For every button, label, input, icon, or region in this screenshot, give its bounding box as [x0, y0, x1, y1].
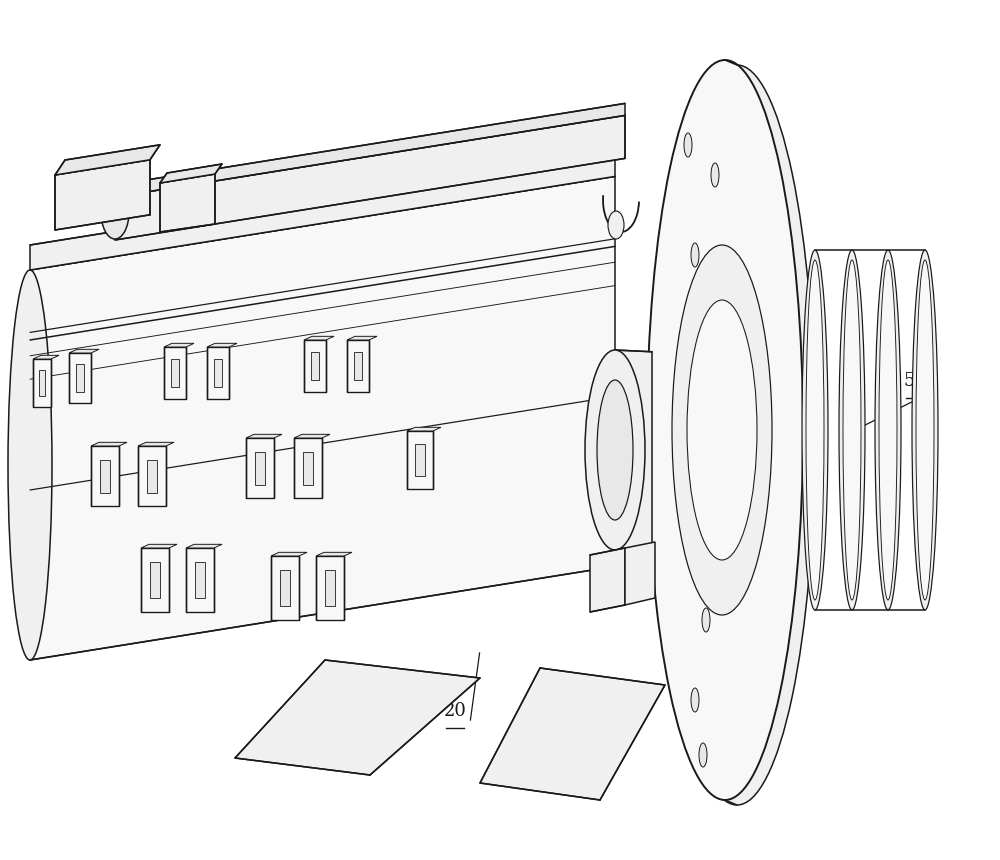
Ellipse shape — [702, 608, 710, 632]
Polygon shape — [138, 442, 174, 446]
Polygon shape — [164, 343, 194, 347]
Ellipse shape — [691, 243, 699, 267]
Polygon shape — [186, 548, 214, 612]
Polygon shape — [100, 459, 110, 493]
Polygon shape — [304, 340, 326, 392]
Polygon shape — [150, 562, 160, 598]
Polygon shape — [160, 174, 215, 232]
Ellipse shape — [687, 300, 757, 560]
Ellipse shape — [916, 260, 934, 600]
Polygon shape — [33, 355, 59, 359]
Ellipse shape — [585, 350, 645, 550]
Polygon shape — [207, 347, 229, 399]
Ellipse shape — [879, 260, 897, 600]
Polygon shape — [33, 359, 51, 407]
Polygon shape — [590, 548, 625, 612]
Polygon shape — [69, 349, 99, 353]
Polygon shape — [91, 446, 119, 506]
Polygon shape — [171, 359, 179, 387]
Polygon shape — [271, 556, 299, 620]
Polygon shape — [39, 370, 45, 396]
Ellipse shape — [699, 743, 707, 767]
Polygon shape — [115, 103, 625, 197]
Polygon shape — [303, 452, 313, 484]
Polygon shape — [186, 544, 222, 548]
Polygon shape — [164, 347, 186, 399]
Ellipse shape — [802, 250, 828, 610]
Polygon shape — [347, 340, 369, 392]
Text: 30: 30 — [767, 177, 790, 195]
Polygon shape — [160, 164, 222, 183]
Polygon shape — [138, 446, 166, 506]
Polygon shape — [147, 459, 157, 493]
Ellipse shape — [8, 270, 52, 660]
Polygon shape — [246, 434, 282, 438]
Ellipse shape — [912, 250, 938, 610]
Polygon shape — [480, 668, 665, 800]
Polygon shape — [195, 562, 205, 598]
Ellipse shape — [839, 250, 865, 610]
Ellipse shape — [704, 298, 712, 322]
Text: 20: 20 — [444, 702, 466, 720]
Polygon shape — [55, 144, 160, 175]
Polygon shape — [354, 352, 362, 380]
Polygon shape — [69, 353, 91, 403]
Ellipse shape — [672, 245, 772, 615]
Polygon shape — [207, 343, 237, 347]
Ellipse shape — [689, 528, 697, 552]
Ellipse shape — [711, 163, 719, 187]
Polygon shape — [235, 660, 480, 775]
Polygon shape — [280, 570, 290, 606]
Polygon shape — [91, 442, 127, 446]
Ellipse shape — [875, 250, 901, 610]
Polygon shape — [294, 438, 322, 498]
Text: 50: 50 — [904, 372, 926, 390]
Polygon shape — [214, 359, 222, 387]
Polygon shape — [304, 336, 334, 340]
Ellipse shape — [101, 185, 129, 239]
Polygon shape — [325, 570, 335, 606]
Polygon shape — [316, 552, 352, 556]
Ellipse shape — [608, 211, 624, 239]
Polygon shape — [407, 427, 441, 431]
Ellipse shape — [691, 688, 699, 712]
Ellipse shape — [694, 378, 702, 402]
Polygon shape — [294, 434, 330, 438]
Ellipse shape — [806, 260, 824, 600]
Ellipse shape — [597, 380, 633, 520]
Ellipse shape — [647, 60, 803, 800]
Polygon shape — [316, 556, 344, 620]
Polygon shape — [115, 115, 625, 240]
Ellipse shape — [684, 133, 692, 157]
Polygon shape — [625, 542, 655, 605]
Ellipse shape — [659, 65, 815, 805]
Polygon shape — [55, 160, 150, 230]
Polygon shape — [30, 176, 615, 660]
Polygon shape — [271, 552, 307, 556]
Text: 10: 10 — [306, 702, 330, 720]
Polygon shape — [407, 431, 433, 489]
Ellipse shape — [843, 260, 861, 600]
Polygon shape — [76, 365, 84, 392]
Polygon shape — [30, 151, 615, 270]
Polygon shape — [311, 352, 319, 380]
Polygon shape — [347, 336, 377, 340]
Polygon shape — [255, 452, 265, 484]
Polygon shape — [141, 548, 169, 612]
Polygon shape — [415, 444, 425, 476]
Ellipse shape — [700, 448, 708, 472]
Polygon shape — [615, 350, 652, 552]
Polygon shape — [141, 544, 177, 548]
Polygon shape — [246, 438, 274, 498]
